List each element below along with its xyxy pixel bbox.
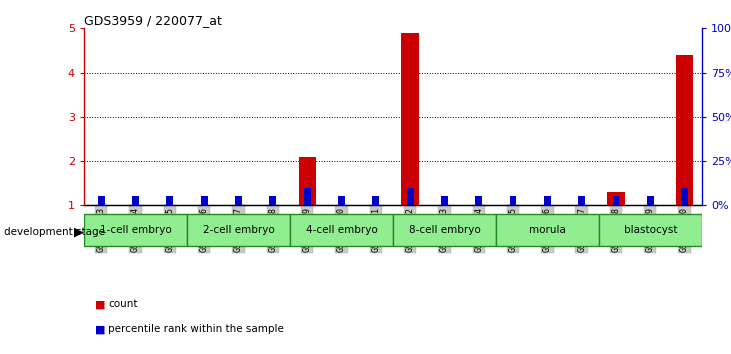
Text: GDS3959 / 220077_at: GDS3959 / 220077_at [84,14,222,27]
FancyBboxPatch shape [187,214,290,246]
Bar [510,196,516,205]
FancyBboxPatch shape [599,214,702,246]
Text: development stage: development stage [4,227,105,237]
Bar [201,196,208,205]
Bar [401,33,419,205]
Bar [269,196,276,205]
Text: 2-cell embryo: 2-cell embryo [202,225,274,235]
Text: count: count [108,299,137,309]
Bar [676,55,693,205]
Bar [578,196,585,205]
Bar [372,196,379,205]
Text: 4-cell embryo: 4-cell embryo [306,225,377,235]
FancyBboxPatch shape [290,214,393,246]
Text: ▶: ▶ [74,225,84,238]
Text: 8-cell embryo: 8-cell embryo [409,225,480,235]
Bar [406,188,414,205]
Text: percentile rank within the sample: percentile rank within the sample [108,324,284,334]
Bar [441,196,448,205]
FancyBboxPatch shape [496,214,599,246]
Bar [298,156,316,205]
Text: ■: ■ [95,324,105,334]
Text: blastocyst: blastocyst [624,225,677,235]
FancyBboxPatch shape [84,214,187,246]
Bar [338,196,345,205]
Bar [303,188,311,205]
Text: ■: ■ [95,299,105,309]
Bar [681,188,688,205]
Bar [167,196,173,205]
Text: morula: morula [529,225,566,235]
Bar [613,196,619,205]
Bar [235,196,242,205]
Bar [544,196,550,205]
Bar [647,196,654,205]
Bar [607,192,624,205]
Text: 1-cell embryo: 1-cell embryo [99,225,171,235]
Bar [132,196,139,205]
Bar [475,196,482,205]
FancyBboxPatch shape [393,214,496,246]
Bar [98,196,105,205]
